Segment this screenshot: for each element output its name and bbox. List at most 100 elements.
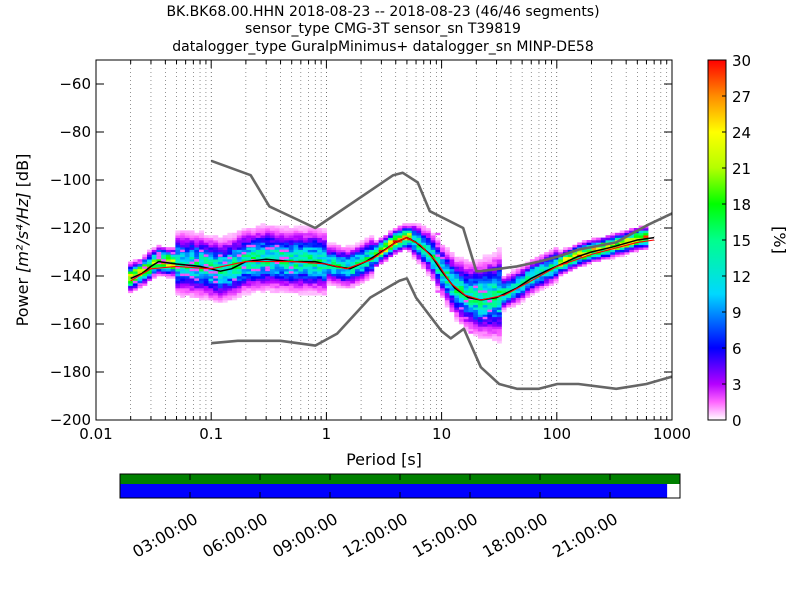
density-cell: [128, 268, 134, 272]
density-cell: [170, 254, 176, 258]
density-cell: [355, 266, 361, 270]
density-cell: [246, 290, 252, 294]
density-cell: [383, 256, 389, 260]
density-cell: [378, 244, 384, 248]
density-cell: [288, 244, 294, 248]
density-cell: [175, 254, 181, 258]
density-cell: [274, 268, 280, 272]
density-cell: [577, 252, 583, 255]
density-cell: [463, 288, 469, 291]
density-cell: [222, 297, 228, 301]
density-cell: [515, 288, 521, 291]
density-cell: [638, 244, 644, 248]
density-cell: [340, 285, 346, 289]
density-cell: [331, 278, 337, 282]
density-cell: [180, 295, 186, 298]
density-cell: [459, 321, 465, 325]
density-cell: [251, 252, 257, 255]
density-cell: [293, 276, 299, 279]
density-cell: [643, 228, 649, 231]
density-cell: [246, 264, 252, 267]
density-cell: [378, 254, 384, 258]
density-cell: [236, 235, 242, 238]
density-cell: [293, 244, 299, 248]
density-cell: [421, 242, 427, 246]
density-cell: [487, 336, 493, 339]
density-cell: [194, 252, 200, 255]
density-cell: [350, 254, 356, 258]
density-cell: [288, 259, 294, 262]
density-cell: [132, 288, 138, 291]
density-cell: [477, 307, 483, 310]
density-cell: [151, 268, 157, 272]
y-axis-ticks: −60−80−100−120−140−160−180−200: [50, 75, 672, 429]
density-cell: [255, 273, 261, 277]
density-cell: [629, 237, 635, 241]
density-cell: [525, 278, 531, 282]
density-cell: [624, 247, 630, 250]
density-cell: [284, 268, 290, 272]
density-cell: [572, 252, 578, 255]
density-cell: [345, 283, 351, 286]
density-cell: [303, 259, 309, 262]
density-cell: [359, 273, 365, 277]
density-cell: [284, 264, 290, 267]
density-cell: [563, 264, 569, 267]
density-cell: [506, 304, 512, 308]
density-cell: [477, 316, 483, 320]
density-cell: [175, 230, 181, 234]
density-cell: [407, 244, 413, 248]
density-cell: [279, 290, 285, 294]
density-cell: [284, 271, 290, 274]
density-cell: [288, 276, 294, 279]
density-cell: [246, 280, 252, 284]
density-cell: [321, 268, 327, 272]
density-cell: [269, 266, 275, 270]
density-cell: [217, 300, 223, 303]
density-cell: [345, 285, 351, 289]
density-cell: [326, 247, 332, 250]
density-cell: [269, 249, 275, 253]
density-cell: [170, 273, 176, 277]
density-cell: [227, 242, 233, 246]
density-cell: [227, 280, 233, 284]
density-cell: [496, 276, 502, 279]
density-cell: [151, 266, 157, 270]
density-cell: [440, 247, 446, 250]
density-cell: [142, 259, 148, 262]
density-cell: [175, 232, 181, 236]
density-cell: [501, 285, 507, 289]
density-cell: [331, 242, 337, 246]
density-cell: [288, 247, 294, 250]
density-cell: [293, 283, 299, 286]
density-cell: [487, 280, 493, 284]
density-cell: [165, 256, 171, 260]
density-cell: [279, 276, 285, 279]
density-cell: [383, 235, 389, 238]
density-cell: [610, 240, 616, 243]
density-cell: [529, 285, 535, 289]
density-cell: [208, 268, 214, 272]
density-cell: [359, 259, 365, 262]
density-cell: [482, 273, 488, 277]
density-cell: [142, 261, 148, 265]
density-cell: [217, 264, 223, 267]
density-cell: [477, 302, 483, 306]
density-cell: [288, 271, 294, 274]
density-cell: [331, 261, 337, 265]
density-cell: [506, 300, 512, 303]
density-cell: [463, 319, 469, 322]
timeline-tick-label-group: 03:00:00: [129, 509, 201, 561]
density-cell: [269, 264, 275, 267]
density-cell: [459, 292, 465, 296]
density-cell: [520, 278, 526, 282]
timeline-tick-label: 15:00:00: [409, 509, 481, 561]
density-cell: [345, 247, 351, 250]
x-tick-label: 100: [542, 425, 571, 443]
density-cell: [487, 285, 493, 289]
density-cell: [435, 252, 441, 255]
density-cell: [487, 259, 493, 262]
density-cell: [411, 232, 417, 236]
density-cell: [563, 256, 569, 260]
density-cell: [232, 252, 238, 255]
